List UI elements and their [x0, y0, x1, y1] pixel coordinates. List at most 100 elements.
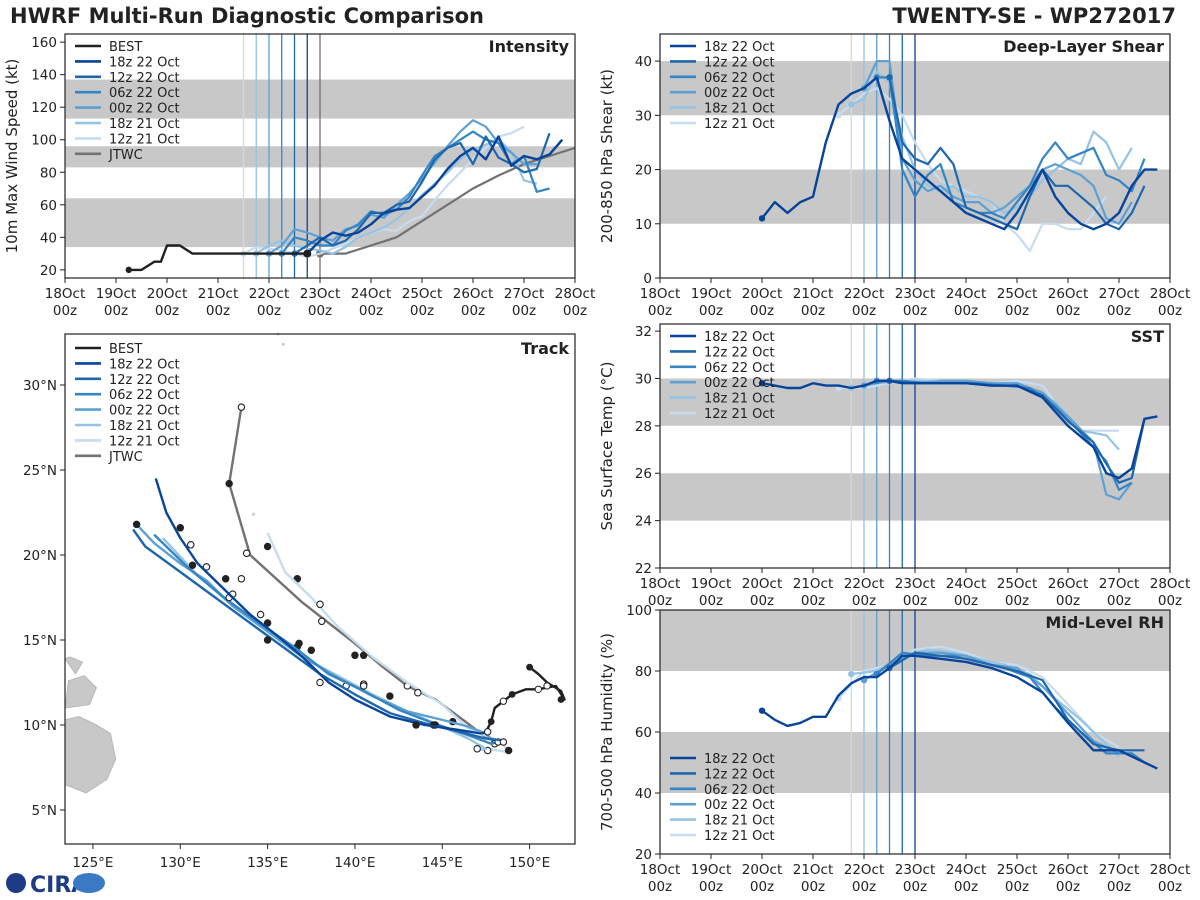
best-track-fix: [526, 663, 533, 671]
x-tick-label-hour: 00z: [852, 879, 876, 895]
series-line-12z-21-oct: [837, 87, 1108, 252]
legend-label-06z-22-oct: 06z 22 Oct: [109, 86, 180, 101]
x-tick-label-day: 26Oct: [453, 286, 494, 302]
legend-label-jtwc: JTWC: [108, 148, 143, 163]
track-position-marker: [202, 563, 211, 571]
x-tick-label-day: 22Oct: [249, 286, 290, 302]
track-position-marker: [307, 646, 316, 654]
track-position-marker: [188, 561, 197, 569]
x-tick-label: 135°E: [247, 855, 288, 871]
legend-label-06z-22-oct: 06z 22 Oct: [704, 71, 775, 86]
track-position-marker: [499, 738, 508, 746]
track-position-marker: [237, 575, 246, 583]
legend-label-00z-22-oct: 00z 22 Oct: [704, 376, 775, 391]
land-mass: [64, 656, 84, 675]
legend-label-jtwc: JTWC: [108, 450, 143, 465]
legend-label-12z-21-oct: 12z 21 Oct: [704, 829, 775, 844]
track-position-marker: [359, 651, 368, 660]
x-tick-label-day: 21Oct: [793, 576, 834, 592]
x-tick-label-hour: 00z: [699, 303, 723, 319]
y-axis-label: Sea Surface Temp (°C): [598, 361, 616, 530]
x-tick-label-day: 26Oct: [1048, 576, 1089, 592]
legend-label-12z-21-oct: 12z 21 Oct: [109, 132, 180, 147]
y-axis-label: 700-500 hPa Humidity (%): [598, 633, 616, 831]
x-tick-label-day: 21Oct: [198, 286, 239, 302]
legend-label-12z-22-oct: 12z 22 Oct: [704, 767, 775, 782]
track-line-00z-22-oct: [135, 523, 496, 745]
shear-panel: 01020304018Oct00z19Oct00z20Oct00z21Oct00…: [598, 33, 1190, 319]
track-position-marker: [187, 541, 195, 549]
best-track-fix: [487, 718, 495, 725]
y-tick-label: 160: [31, 35, 57, 51]
x-tick-label-hour: 00z: [801, 879, 825, 895]
x-tick-label-hour: 00z: [359, 303, 383, 319]
x-tick-label-hour: 00z: [512, 303, 536, 319]
series-line-06z-22-oct: [876, 651, 1146, 764]
track-position-marker: [316, 678, 324, 687]
panel-title: Track: [521, 339, 569, 358]
track-position-marker: [317, 617, 326, 626]
track-position-marker: [359, 682, 368, 690]
track-position-marker: [504, 746, 513, 755]
storm-id-title: TWENTY-SE - WP272017: [892, 4, 1176, 28]
track-line-06z-22-oct: [153, 533, 499, 745]
track-position-marker: [225, 479, 233, 488]
series-line-18z-22-oct: [761, 76, 1158, 231]
x-tick-label-day: 25Oct: [997, 576, 1038, 592]
x-tick-label-hour: 00z: [410, 303, 434, 319]
x-tick-label-day: 24Oct: [946, 286, 987, 302]
y-tick-label: 20°N: [23, 548, 57, 564]
x-tick-label-day: 19Oct: [691, 286, 732, 302]
x-tick-label-day: 19Oct: [691, 862, 732, 878]
y-tick-label: 22: [635, 561, 652, 577]
series-line-12z-22-oct: [888, 77, 1146, 231]
y-tick-label: 100: [31, 133, 57, 149]
x-tick-label-hour: 00z: [1107, 879, 1131, 895]
x-tick-label-hour: 00z: [1158, 879, 1182, 895]
y-tick-label: 140: [31, 68, 57, 84]
logo-globe-icon: [6, 873, 26, 893]
x-tick-label-day: 28Oct: [1150, 862, 1191, 878]
x-tick-label-hour: 00z: [648, 303, 672, 319]
x-tick-label-day: 20Oct: [147, 286, 188, 302]
x-tick-label-day: 19Oct: [691, 576, 732, 592]
legend-label-06z-22-oct: 06z 22 Oct: [704, 783, 775, 798]
y-tick-label: 80: [40, 165, 57, 181]
x-tick-label-hour: 00z: [903, 879, 927, 895]
x-tick-label-day: 20Oct: [742, 286, 783, 302]
x-tick-label-hour: 00z: [1056, 593, 1080, 609]
x-tick-label-hour: 00z: [648, 593, 672, 609]
track-position-marker: [295, 639, 303, 648]
y-tick-label: 10: [635, 217, 652, 233]
legend-label-06z-22-oct: 06z 22 Oct: [109, 388, 180, 403]
x-tick-label-hour: 00z: [1005, 593, 1029, 609]
x-tick-label-hour: 00z: [750, 593, 774, 609]
x-tick-label: 140°E: [334, 855, 375, 871]
x-tick-label: 125°E: [72, 855, 113, 871]
y-tick-label: 10°N: [23, 718, 57, 734]
legend-label-12z-21-oct: 12z 21 Oct: [704, 407, 775, 422]
y-tick-label: 20: [635, 163, 652, 179]
track-position-marker: [237, 403, 246, 411]
series-init-point-12z-22-oct: [886, 74, 893, 81]
series-line-18z-22-oct: [761, 654, 1158, 770]
x-tick-label-hour: 00z: [155, 303, 179, 319]
legend-label-12z-21-oct: 12z 21 Oct: [704, 117, 775, 132]
best-track-fix-open: [534, 685, 543, 693]
x-tick-label-hour: 00z: [461, 303, 485, 319]
x-tick-label-hour: 00z: [852, 303, 876, 319]
y-tick-label: 26: [635, 466, 652, 482]
series-init-point-18z-22-oct: [758, 215, 766, 222]
track-line-best: [486, 666, 566, 729]
x-tick-label-hour: 00z: [1005, 879, 1029, 895]
rh-panel: 2040608010018Oct00z19Oct00z20Oct00z21Oct…: [598, 603, 1190, 895]
track-position-marker: [263, 619, 272, 627]
series-init-point-12z-21-oct: [835, 112, 842, 119]
x-tick-label-day: 23Oct: [895, 862, 936, 878]
x-tick-label-day: 23Oct: [895, 576, 936, 592]
x-tick-label-hour: 00z: [903, 303, 927, 319]
legend-label-00z-22-oct: 00z 22 Oct: [109, 404, 180, 419]
x-tick-label-day: 20Oct: [742, 862, 783, 878]
x-tick-label-hour: 00z: [1056, 879, 1080, 895]
y-tick-label: 60: [40, 198, 57, 214]
